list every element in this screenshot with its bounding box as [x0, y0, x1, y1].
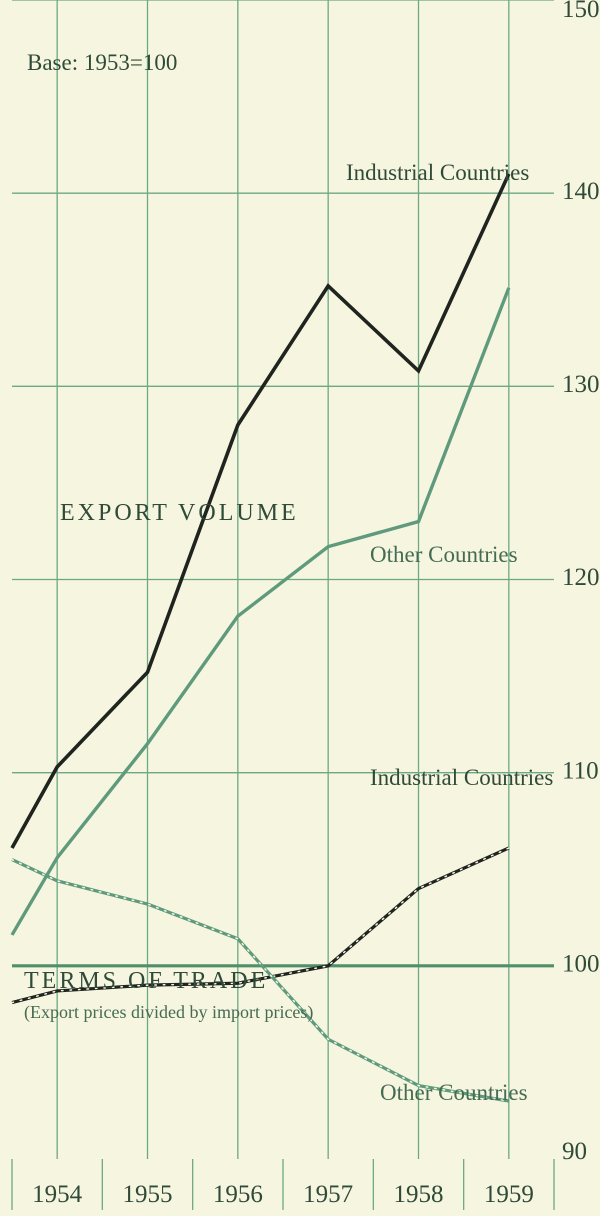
svg-text:1959: 1959: [484, 1181, 534, 1208]
chart-svg: 90 100 110 120 130 140 150 1954 1955 1956 1957 1958…: [0, 0, 600, 1216]
svg-text:120: 120: [562, 564, 600, 591]
label-tot_other_lbl: Other Countries: [380, 1080, 528, 1105]
svg-text:1957: 1957: [303, 1181, 353, 1208]
label-ev_group: EXPORT VOLUME: [60, 500, 299, 526]
svg-text:150: 150: [562, 0, 600, 23]
svg-text:130: 130: [562, 371, 600, 398]
svg-text:1954: 1954: [32, 1181, 83, 1208]
label-tot_sub: (Export prices divided by import prices): [24, 1002, 313, 1023]
svg-text:100: 100: [562, 951, 600, 978]
svg-text:1956: 1956: [213, 1181, 263, 1208]
label-tot_group: TERMS OF TRADE: [24, 968, 268, 994]
svg-text:110: 110: [562, 757, 599, 784]
label-ev_industrial: Industrial Countries: [346, 160, 529, 185]
label-tot_industrial_lbl: Industrial Countries: [370, 765, 553, 790]
label-base_note: Base: 1953=100: [27, 50, 177, 75]
export-terms-chart: 90 100 110 120 130 140 150 1954 1955 1956 1957 1958…: [0, 0, 600, 1216]
label-ev_other: Other Countries: [370, 542, 518, 567]
svg-text:1958: 1958: [394, 1181, 444, 1208]
svg-text:90: 90: [562, 1138, 587, 1165]
svg-text:1955: 1955: [123, 1181, 173, 1208]
svg-text:140: 140: [562, 178, 600, 205]
